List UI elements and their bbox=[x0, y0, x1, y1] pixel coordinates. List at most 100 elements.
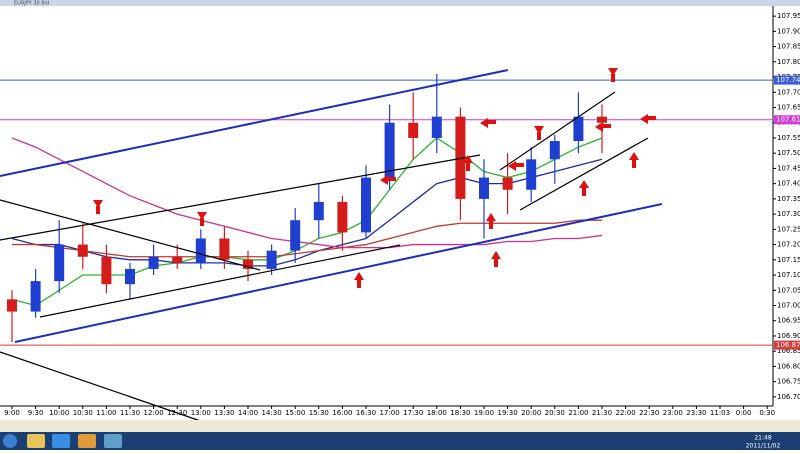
x-tick-label: 17:00 bbox=[380, 409, 400, 417]
candle-body bbox=[290, 220, 301, 251]
clock-date: 2011/11/02 bbox=[746, 443, 781, 450]
x-tick-label: 16:30 bbox=[356, 409, 376, 417]
arrow-left bbox=[508, 161, 524, 171]
x-tick-label: 21:00 bbox=[568, 409, 588, 417]
candle-body bbox=[172, 256, 183, 263]
candle-body bbox=[313, 201, 324, 221]
arrow-down bbox=[534, 126, 544, 140]
annotations bbox=[0, 69, 663, 439]
y-tick-label: 106.75 bbox=[777, 378, 800, 386]
x-tick-label: 18:00 bbox=[427, 409, 447, 417]
status-bar bbox=[0, 420, 800, 432]
taskbar-icon[interactable] bbox=[27, 434, 45, 448]
window-title: EURJPY 30 Bid bbox=[14, 1, 49, 7]
candle-body bbox=[337, 201, 348, 233]
candle-body bbox=[7, 299, 17, 312]
x-tick-label: 9:00 bbox=[4, 409, 20, 417]
arrow-up bbox=[629, 152, 639, 168]
y-tick-label: 106.70 bbox=[777, 393, 800, 401]
y-tick-label: 107.10 bbox=[777, 271, 800, 279]
arrow-up bbox=[486, 213, 496, 229]
x-tick-label: 10:00 bbox=[49, 409, 69, 417]
candle-body bbox=[431, 116, 442, 138]
candle-body bbox=[148, 256, 159, 269]
taskbar-icon[interactable] bbox=[52, 434, 70, 448]
window-titlebar bbox=[0, 0, 800, 6]
arrow-up bbox=[491, 251, 501, 267]
x-tick-label: 9:30 bbox=[28, 409, 44, 417]
trend-line bbox=[39, 244, 401, 318]
y-tick-label: 107.50 bbox=[777, 149, 800, 157]
x-tick-label: 19:30 bbox=[498, 409, 518, 417]
x-tick-label: 11:30 bbox=[120, 409, 140, 417]
arrow-left bbox=[480, 118, 496, 128]
y-tick-label: 107.00 bbox=[777, 301, 800, 309]
candle-body bbox=[361, 177, 371, 233]
x-tick-label: 20:30 bbox=[545, 409, 565, 417]
taskbar-icon[interactable] bbox=[78, 434, 96, 448]
y-tick-label: 107.95 bbox=[777, 12, 800, 20]
y-tick-label: 107.15 bbox=[777, 256, 800, 264]
trend-line bbox=[14, 203, 663, 343]
level-tag bbox=[774, 340, 800, 350]
x-tick-label: 10:30 bbox=[73, 409, 93, 417]
level-label: 106.87 bbox=[776, 341, 800, 349]
moving-average bbox=[12, 219, 602, 258]
trend-line bbox=[0, 154, 481, 241]
y-tick-label: 106.90 bbox=[777, 332, 800, 340]
clock-time: 21:48 bbox=[754, 435, 771, 442]
level-label: 107.61 bbox=[776, 116, 800, 124]
arrow-left bbox=[640, 114, 656, 124]
plot: 107.95107.90107.85107.80107.75107.70107.… bbox=[0, 12, 800, 417]
x-tick-label: 17:30 bbox=[403, 409, 423, 417]
x-tick-label: 14:30 bbox=[262, 409, 282, 417]
x-tick-label: 19:00 bbox=[474, 409, 494, 417]
candle-body bbox=[101, 256, 112, 285]
x-tick-label: 15:00 bbox=[285, 409, 305, 417]
taskbar-icon[interactable] bbox=[104, 434, 122, 448]
candle-body bbox=[549, 141, 560, 160]
trend-line bbox=[0, 69, 509, 177]
y-tick-label: 107.45 bbox=[777, 164, 800, 172]
level-tag bbox=[774, 75, 800, 85]
x-tick-label: 22:30 bbox=[639, 409, 659, 417]
arrow-left bbox=[595, 122, 611, 132]
x-tick-label: 0:00 bbox=[736, 409, 752, 417]
candle-body bbox=[77, 244, 88, 257]
candle-body bbox=[455, 116, 466, 199]
candle-body bbox=[526, 159, 537, 190]
x-tick-label: 23:30 bbox=[686, 409, 706, 417]
taskbar bbox=[0, 432, 800, 450]
candle-body bbox=[502, 177, 513, 190]
y-tick-label: 107.65 bbox=[777, 104, 800, 112]
start-button[interactable] bbox=[3, 434, 17, 448]
y-tick-label: 107.20 bbox=[777, 241, 800, 249]
candle-body bbox=[266, 250, 277, 269]
x-tick-label: 0:30 bbox=[759, 409, 775, 417]
y-tick-label: 107.30 bbox=[777, 210, 800, 218]
candle-body bbox=[573, 116, 584, 142]
y-tick-label: 107.05 bbox=[777, 286, 800, 294]
trend-line bbox=[519, 137, 649, 211]
candle-body bbox=[384, 122, 395, 178]
x-tick-label: 18:30 bbox=[450, 409, 470, 417]
x-tick-label: 13:00 bbox=[191, 409, 211, 417]
arrow-up bbox=[579, 180, 589, 196]
y-tick-label: 107.35 bbox=[777, 195, 800, 203]
x-tick-label: 15:30 bbox=[309, 409, 329, 417]
x-tick-label: 12:00 bbox=[144, 409, 164, 417]
y-tick-label: 106.95 bbox=[777, 317, 800, 325]
candle-body bbox=[195, 238, 206, 263]
moving-average bbox=[11, 137, 603, 249]
arrow-down bbox=[93, 200, 103, 214]
candle-body bbox=[479, 177, 489, 199]
candle-body bbox=[408, 122, 419, 138]
candle-body bbox=[54, 244, 65, 282]
arrow-up bbox=[463, 155, 473, 171]
arrows bbox=[93, 68, 656, 288]
level-label: 107.74 bbox=[776, 76, 800, 84]
y-tick-label: 107.80 bbox=[777, 58, 800, 66]
